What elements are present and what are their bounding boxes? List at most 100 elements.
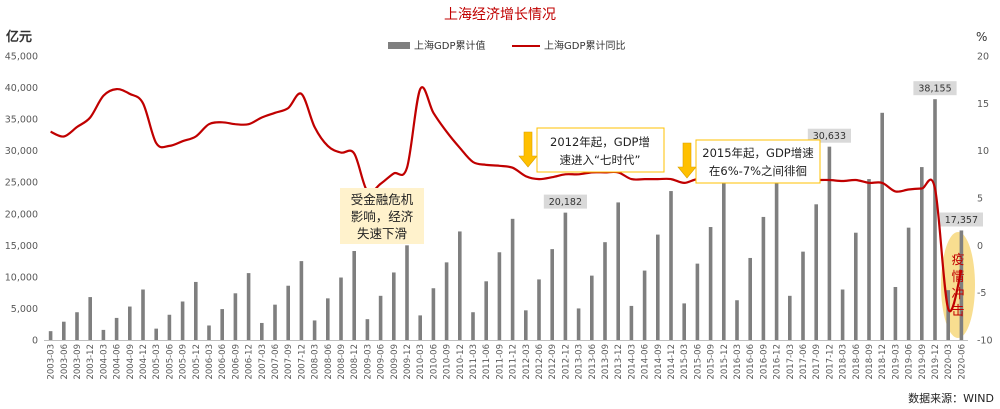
gdp-bar (458, 231, 462, 340)
y-right-tick-label: 5 (977, 194, 983, 205)
x-tick-label: 2004-03 (99, 344, 109, 380)
gdp-bar (576, 308, 581, 340)
annotation-covid: 疫 情 冲 击 (951, 252, 964, 319)
x-tick-label: 2003-12 (86, 344, 96, 380)
x-tick-label: 2003-03 (47, 344, 57, 380)
annotation-seven: 2012年起，GDP增 速进入“七时代” (518, 127, 665, 173)
x-tick-label: 2011-12 (509, 344, 519, 380)
x-tick-label: 2012-03 (522, 344, 532, 380)
x-tick-label: 2018-09 (865, 344, 875, 380)
gdp-bar (774, 162, 779, 340)
y-left-tick-label: 45,000 (5, 52, 38, 63)
x-tick-label: 2006-06 (218, 344, 228, 380)
x-tick-label: 2008-12 (350, 344, 360, 380)
gdp-bar (814, 204, 818, 340)
x-tick-label: 2003-06 (60, 344, 70, 380)
y-left-tick-label: 15,000 (5, 241, 38, 252)
value-label: 30,633 (813, 131, 846, 142)
x-tick-label: 2012-12 (561, 344, 571, 380)
x-tick-label: 2016-06 (746, 344, 756, 380)
gdp-bar (286, 285, 290, 340)
y-left-tick-label: 25,000 (5, 178, 38, 189)
x-tick-label: 2009-03 (363, 344, 373, 380)
y-right-label: % (976, 30, 987, 44)
arrow-down-icon (518, 131, 538, 168)
gdp-bar (669, 191, 673, 340)
gdp-bar (431, 288, 436, 340)
x-tick-label: 2013-09 (601, 344, 611, 380)
gdp-bar (418, 315, 422, 340)
y-right-axis: -10 -5 0 5 10 15 20 (977, 52, 993, 347)
value-label: 38,155 (918, 84, 951, 95)
x-tick-label: 2014-09 (654, 344, 664, 380)
gdp-bar (246, 273, 251, 340)
gdp-bar (524, 310, 528, 340)
y-right-tick-label: 0 (977, 241, 983, 252)
x-tick-label: 2004-09 (126, 344, 136, 380)
gdp-bar (880, 112, 884, 340)
y-left-tick-label: 20,000 (5, 209, 38, 220)
x-tick-label: 2017-03 (786, 344, 796, 380)
x-axis: 2003-03 2003-06 2003-09 2003-12 2004-03 2004-… (47, 344, 968, 380)
gdp-bar (854, 232, 858, 340)
gdp-bar (62, 321, 66, 340)
gdp-bar (128, 306, 132, 340)
x-tick-label: 2019-09 (918, 344, 928, 380)
gdp-bar (656, 234, 660, 340)
gdp-bar (827, 146, 832, 340)
gdp-bar (180, 301, 185, 340)
y-left-axis: 0 5,000 10,000 15,000 20,000 25,000 30,000 35,0… (5, 52, 38, 347)
annotation-six-seven-line-1: 2015年起，GDP增速 (702, 146, 814, 160)
x-tick-label: 2005-06 (165, 344, 175, 380)
x-tick-label: 2017-09 (812, 344, 822, 380)
value-label-bg (939, 212, 983, 227)
x-tick-label: 2008-06 (324, 344, 334, 380)
gdp-bar (537, 279, 541, 340)
x-tick-label: 2020-03 (944, 344, 954, 380)
gdp-bar (352, 251, 356, 340)
y-right-tick-label: -10 (977, 336, 993, 347)
x-tick-label: 2019-12 (931, 344, 941, 380)
gdp-bar (959, 230, 964, 340)
gdp-bar (378, 295, 383, 340)
x-tick-label: 2003-09 (73, 344, 83, 380)
gdp-bar (550, 249, 554, 340)
annotation-covid-char-1: 疫 (951, 252, 964, 268)
value-label-bg (807, 128, 851, 143)
x-tick-label: 2004-06 (113, 344, 123, 380)
legend-label-line: 上海GDP累计同比 (544, 39, 625, 52)
legend-label-bar: 上海GDP累计值 (414, 39, 485, 52)
gdp-bar (114, 317, 119, 340)
gdp-bar (761, 216, 766, 340)
y-left-tick-label: 40,000 (5, 83, 38, 94)
gdp-bar (616, 202, 620, 340)
gdp-bar (207, 325, 211, 340)
x-tick-label: 2006-03 (205, 344, 215, 380)
gdp-bar (801, 251, 805, 340)
value-label: 20,182 (549, 197, 582, 208)
x-tick-label: 2007-09 (284, 344, 294, 380)
x-tick-label: 2011-03 (469, 344, 479, 380)
x-tick-label: 2005-03 (152, 344, 162, 380)
x-tick-label: 2014-06 (641, 344, 651, 380)
gdp-bar (642, 270, 647, 340)
gdp-bar (154, 328, 158, 340)
x-tick-label: 2007-06 (271, 344, 281, 380)
gdp-bar (906, 227, 911, 340)
annotation-covid-char-3: 冲 (951, 287, 964, 302)
x-tick-label: 2004-12 (139, 344, 149, 380)
x-tick-label: 2006-09 (231, 344, 241, 380)
x-tick-label: 2005-09 (179, 344, 189, 380)
x-tick-label: 2017-12 (825, 344, 835, 380)
gdp-bar (101, 329, 106, 340)
annotation-crisis: 受金融危机 影响，经济 失速下滑 (340, 188, 424, 244)
gdp-bar (260, 322, 264, 340)
value-label: 17,357 (945, 215, 978, 226)
arrow-down-icon (677, 142, 697, 179)
gdp-bar (194, 281, 198, 340)
legend-swatch-bar (388, 42, 410, 49)
annotation-six-seven: 2015年起，GDP增速 在6%-7%之间徘徊 (677, 139, 821, 184)
gdp-bar (933, 99, 937, 340)
annotation-six-seven-box (695, 139, 821, 184)
gdp-bar (920, 167, 924, 340)
